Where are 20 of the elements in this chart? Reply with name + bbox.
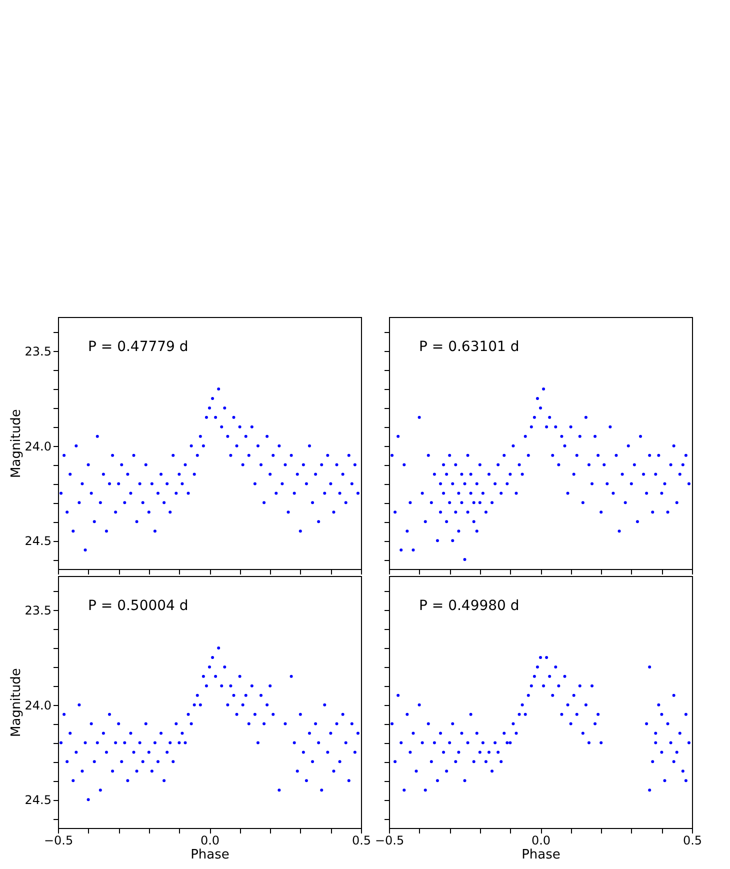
x-axis-title: Phase <box>190 848 230 862</box>
y-tick-label: 24.5 <box>24 534 52 548</box>
annotation: P = 0.47779 d <box>88 339 188 355</box>
y-tick-label: 24.0 <box>24 698 52 712</box>
y-axis-title: Magnitude <box>8 409 24 478</box>
x-tick-label: 0.5 <box>682 834 702 848</box>
x-tick-label: −0.5 <box>44 834 74 848</box>
annotation: P = 0.63101 d <box>419 339 520 355</box>
x-tick-label: 0.5 <box>352 834 372 848</box>
x-tick-label: −0.5 <box>374 834 404 848</box>
y-axis-title: Magnitude <box>8 668 24 737</box>
y-tick-label: 23.5 <box>24 344 52 359</box>
y-tick-label: 24.5 <box>24 793 52 808</box>
y-tick-label: 24.0 <box>24 439 52 454</box>
x-axis-title: Phase <box>522 848 560 862</box>
annotation: P = 0.49980 d <box>419 598 520 614</box>
x-tick-label: 0.0 <box>200 834 220 848</box>
annotation: P = 0.50004 d <box>88 598 188 614</box>
y-tick-label: 23.5 <box>24 604 52 618</box>
x-tick-label: 0.0 <box>531 834 551 848</box>
